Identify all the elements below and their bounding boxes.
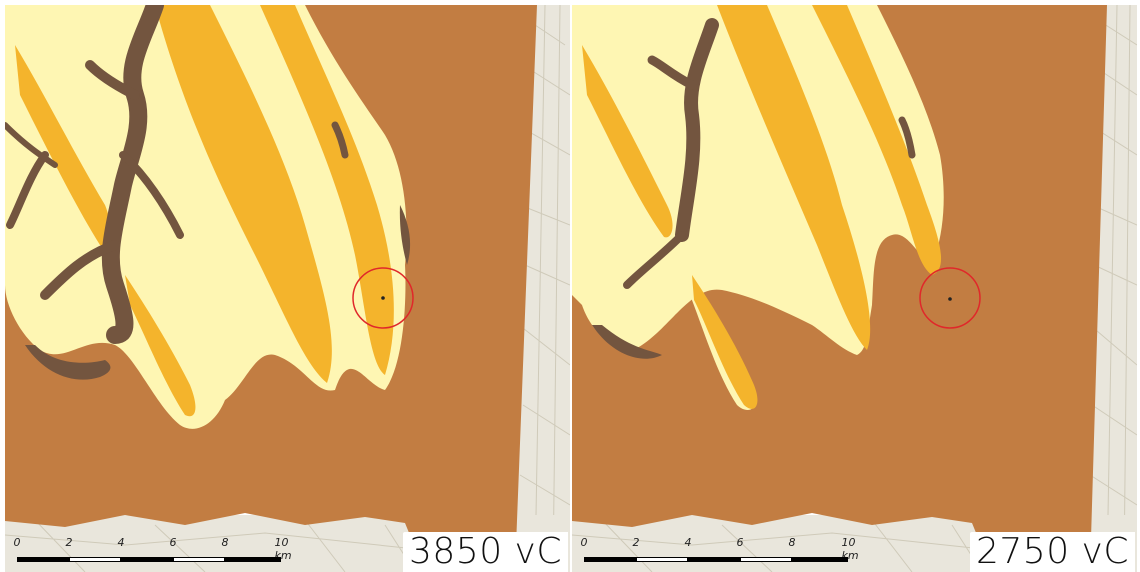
scale-tick-6: 6 xyxy=(736,536,744,549)
marker-circle xyxy=(919,267,981,329)
scale-tick-8: 8 xyxy=(788,536,796,549)
marker-circle xyxy=(352,267,414,329)
scale-tick-6: 6 xyxy=(169,536,177,549)
scale-bar: 0 2 4 6 8 10 km xyxy=(13,536,292,566)
sand-ridge-2 xyxy=(812,5,942,275)
scale-tick-0: 0 xyxy=(13,536,21,549)
scale-tick-2: 2 xyxy=(632,536,640,549)
creek-network xyxy=(5,5,349,344)
map-panel-3850[interactable]: 0 2 4 6 8 10 km 3850 vC xyxy=(5,5,570,572)
map-panel-2750[interactable]: 0 2 4 6 8 10 km 2750 vC xyxy=(572,5,1137,572)
scale-seg-3 xyxy=(121,557,173,562)
scale-seg-4 xyxy=(173,557,225,562)
scale-seg-4 xyxy=(740,557,792,562)
marker-dot xyxy=(381,296,385,300)
paleo-map-2750 xyxy=(572,5,1137,572)
scale-seg-2 xyxy=(636,557,688,562)
scale-seg-1 xyxy=(584,557,636,562)
scale-tick-0: 0 xyxy=(580,536,588,549)
sand-ridge-1 xyxy=(155,5,332,383)
scale-seg-5 xyxy=(792,557,848,562)
sand-ridge-3 xyxy=(15,45,111,246)
scale-seg-2 xyxy=(69,557,121,562)
period-label: 3850 vC xyxy=(402,532,568,572)
period-label: 2750 vC xyxy=(969,532,1135,572)
marker-dot xyxy=(948,297,952,301)
scale-seg-3 xyxy=(688,557,740,562)
sand-ridge-3 xyxy=(582,45,673,238)
scale-bar: 0 2 4 6 8 10 km xyxy=(580,536,859,566)
creek-network xyxy=(623,18,916,289)
sand-ridge-4 xyxy=(692,275,758,409)
scale-tick-4: 4 xyxy=(117,536,125,549)
scale-tick-2: 2 xyxy=(65,536,73,549)
scale-seg-5 xyxy=(225,557,281,562)
sand-ridge-2 xyxy=(260,5,394,375)
scale-tick-4: 4 xyxy=(684,536,692,549)
paleo-map-3850 xyxy=(5,5,570,572)
sand-ridge-4 xyxy=(125,275,196,417)
basemap-streets xyxy=(516,5,570,572)
sand-ridge-1 xyxy=(717,5,871,350)
scale-tick-8: 8 xyxy=(221,536,229,549)
scale-seg-1 xyxy=(17,557,69,562)
